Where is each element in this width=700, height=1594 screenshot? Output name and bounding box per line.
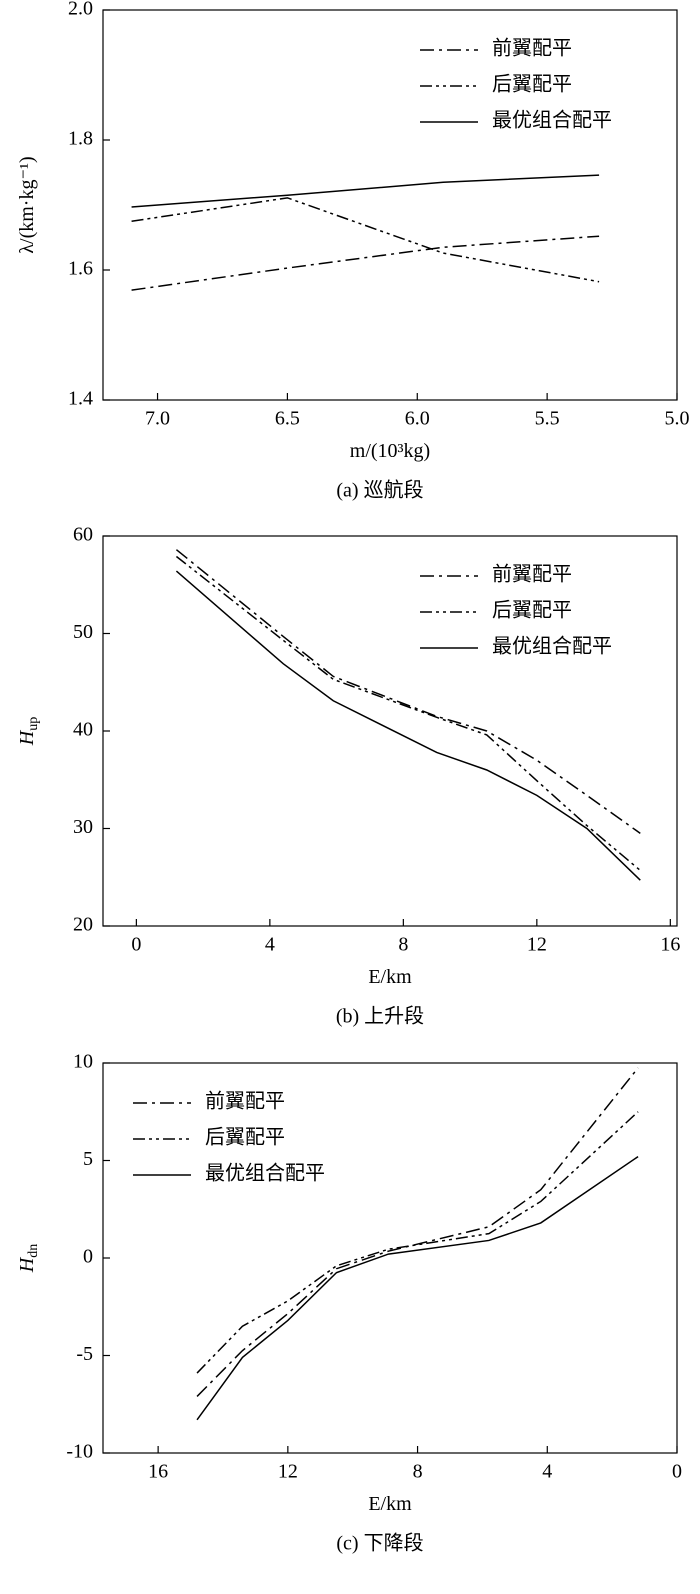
y-axis-label: λ/(km·kg⁻¹) (16, 156, 38, 253)
x-axis-label: E/km (368, 966, 412, 988)
x-tick-label: 6.5 (275, 408, 300, 430)
chart: 0 4 8 12 16 20 30 40 50 60 E/km Hup (b) 上升段 前翼配平后翼配平最… (16, 524, 681, 1028)
chart: 16 12 8 4 0 -10 -5 0 5 10 E/km Hdn (c) 下降段 前翼配平后翼配平最优… (16, 1051, 682, 1555)
x-tick-label: 5.5 (535, 408, 560, 430)
x-tick-label: 12 (527, 934, 547, 956)
x-tick-label: 0 (131, 934, 141, 956)
y-axis-label-sub: up (26, 717, 41, 731)
series-line (131, 197, 600, 283)
y-tick-label: -5 (76, 1343, 93, 1365)
y-tick-label: 20 (73, 914, 93, 936)
legend-label: 前翼配平 (205, 1090, 285, 1113)
legend-label: 后翼配平 (492, 73, 572, 96)
legend-label: 最优组合配平 (492, 635, 612, 658)
series-line (131, 174, 600, 208)
x-axis-label-text: m/(10³kg) (350, 440, 430, 462)
legend-label: 最优组合配平 (205, 1162, 325, 1185)
chart: 7.0 6.5 6.0 5.5 5.0 1.4 1.6 1.8 2.0 m/(10³kg) λ/(k… (16, 0, 690, 502)
caption: (a) 巡航段 (336, 479, 423, 502)
x-axis-label: m/(10³kg) (350, 440, 430, 462)
y-tick-label: 1.8 (68, 128, 93, 150)
legend-label: 前翼配平 (492, 563, 572, 586)
x-tick-label: 12 (278, 1461, 298, 1483)
x-tick-label: 0 (672, 1461, 682, 1483)
legend-label: 后翼配平 (492, 599, 572, 622)
x-tick-label: 6.0 (405, 408, 430, 430)
y-tick-label: 0 (83, 1246, 93, 1268)
x-axis-label-text: E/km (368, 966, 412, 988)
y-axis-label-sub: dn (26, 1244, 41, 1258)
y-tick-label: 40 (73, 719, 93, 741)
x-tick-label: 7.0 (145, 408, 170, 430)
y-axis-label-main: H (16, 729, 38, 746)
y-tick-label: 1.4 (68, 388, 93, 410)
series-line (175, 549, 641, 834)
series-line (175, 555, 641, 871)
y-tick-label: 10 (73, 1051, 93, 1073)
y-tick-label: 50 (73, 621, 93, 643)
x-tick-label: 8 (398, 934, 408, 956)
x-tick-label: 4 (542, 1461, 552, 1483)
y-tick-label: 30 (73, 816, 93, 838)
legend-label: 前翼配平 (492, 37, 572, 60)
x-tick-label: 16 (660, 934, 680, 956)
plot-frame (102, 535, 678, 927)
x-tick-label: 16 (148, 1461, 168, 1483)
y-tick-label: 60 (73, 524, 93, 546)
y-tick-label: 2.0 (68, 0, 93, 20)
y-axis-label-main: H (16, 1256, 38, 1273)
series-line (175, 570, 641, 881)
x-tick-label: 4 (265, 934, 275, 956)
series-line (131, 235, 600, 291)
x-tick-label: 5.0 (665, 408, 690, 430)
plot-frame (102, 9, 678, 401)
caption: (c) 下降段 (336, 1532, 423, 1555)
caption: (b) 上升段 (336, 1005, 424, 1028)
y-tick-label: 5 (83, 1148, 93, 1170)
y-tick-label: -10 (66, 1441, 93, 1463)
legend-label: 最优组合配平 (492, 109, 612, 132)
y-axis-label: Hup (16, 717, 42, 746)
series-line (196, 1155, 639, 1421)
x-axis-label: E/km (368, 1493, 412, 1515)
plot-frame (102, 1062, 678, 1454)
legend-label: 后翼配平 (205, 1126, 285, 1149)
y-axis-label: Hdn (16, 1244, 42, 1273)
series-line (196, 1067, 639, 1397)
x-tick-label: 8 (413, 1461, 423, 1483)
y-axis-label-text: λ/(km·kg⁻¹) (16, 156, 38, 253)
y-tick-label: 1.6 (68, 258, 93, 280)
x-axis-label-text: E/km (368, 1493, 412, 1515)
series-line (196, 1111, 639, 1374)
